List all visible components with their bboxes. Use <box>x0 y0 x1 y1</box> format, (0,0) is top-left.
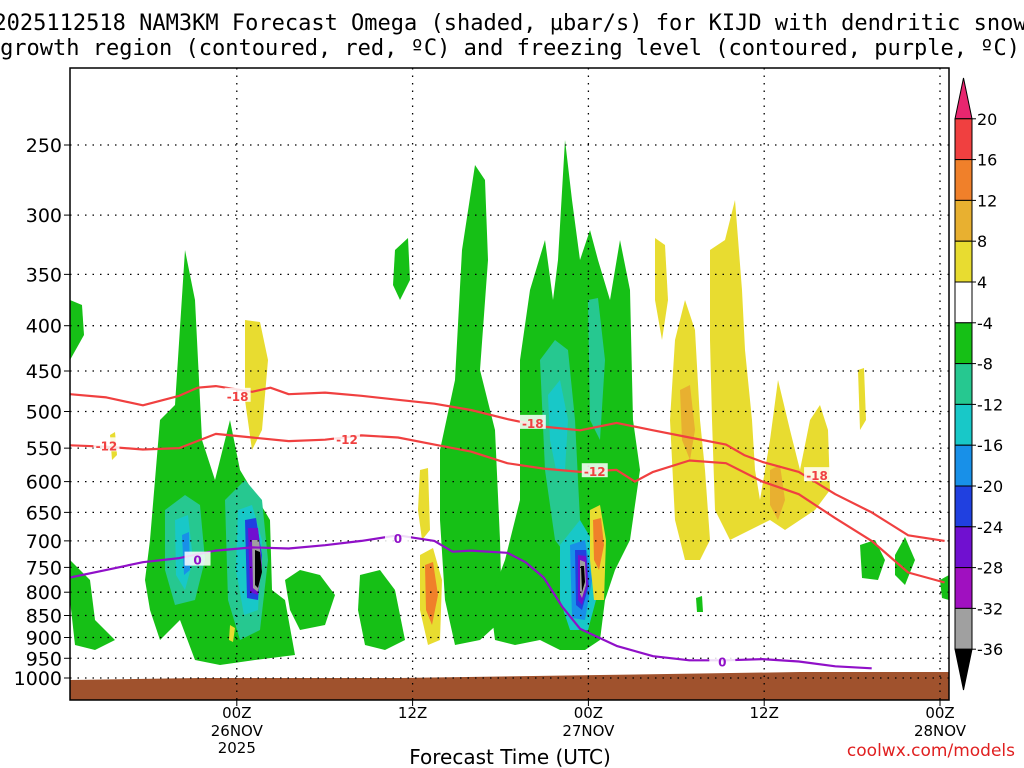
colorbar-segment <box>954 159 973 201</box>
y-tick-label: 250 <box>26 135 62 157</box>
contour-label-bg <box>581 463 608 478</box>
y-tick-label: 600 <box>26 472 62 494</box>
colorbar-label: -36 <box>977 640 1003 659</box>
colorbar-segment <box>954 363 973 405</box>
chart-title-line2: growth region (contoured, red, ºC) and f… <box>0 36 1020 61</box>
x-tick-date: 26NOV <box>211 722 264 740</box>
colorbar-segment <box>954 485 973 528</box>
contour-label: -18 <box>806 469 828 483</box>
credit-text: coolwx.com/models <box>847 741 1015 761</box>
contour-label-bg <box>804 467 831 482</box>
plot-frame <box>69 67 950 701</box>
y-tick-label: 900 <box>26 627 62 649</box>
colorbar-segment <box>954 607 973 650</box>
contour-label-bg <box>184 551 211 566</box>
contour-dgz-minus12 <box>70 432 945 584</box>
colorbar-top-triangle <box>954 77 973 120</box>
contour-label: 0 <box>193 554 201 568</box>
colorbar-label: -28 <box>977 559 1003 578</box>
colorbar-label: 16 <box>977 151 997 170</box>
contour-label-bg <box>384 530 411 545</box>
colorbar-segment <box>954 322 973 365</box>
x-tick-date: 27NOV <box>562 722 615 740</box>
y-tick-label: 800 <box>26 582 62 604</box>
contour-label: -12 <box>584 465 606 479</box>
colorbar: 20 16 12 8 4 -4 -8 -12 -16 -20 -24 -28 -32 -36 <box>954 77 1003 691</box>
y-tick-label: 500 <box>26 402 62 424</box>
x-tick-label: 00Z <box>574 704 603 722</box>
x-tick-label: 12Z <box>398 704 427 722</box>
colorbar-label: 20 <box>977 110 997 129</box>
colorbar-segment <box>954 240 973 283</box>
colorbar-segment <box>954 281 973 324</box>
contour-label: -12 <box>96 439 118 453</box>
x-tick-label: 12Z <box>750 704 779 722</box>
contour-label: -18 <box>522 417 544 431</box>
x-tick-year: 2025 <box>218 739 256 757</box>
contour-lines <box>70 385 945 670</box>
colorbar-label: 12 <box>977 191 997 210</box>
x-tick-label: 00Z <box>925 704 954 722</box>
x-tick-label: 00Z <box>222 704 251 722</box>
y-tick-label: 950 <box>26 648 62 670</box>
y-axis-ticks: 2503003504004505005506006507007508008509… <box>14 135 70 690</box>
y-tick-label: 750 <box>26 557 62 579</box>
x-tick-date: 28NOV <box>914 722 967 740</box>
contour-dgz-minus18 <box>70 385 945 542</box>
contour-label-bg <box>93 437 120 452</box>
colorbar-label: 4 <box>977 273 987 292</box>
contour-freezing-level <box>70 534 872 670</box>
x-axis-label: Forecast Time (UTC) <box>409 745 611 768</box>
contour-label-bg <box>519 414 546 429</box>
grid-lines <box>70 68 949 700</box>
y-tick-label: 450 <box>26 361 62 383</box>
contour-label-bg <box>224 387 251 402</box>
chart-title-line1: 2025112518 NAM3KM Forecast Omega (shaded… <box>0 11 1024 36</box>
colorbar-bottom-triangle <box>954 648 973 691</box>
colorbar-label: -24 <box>977 518 1003 537</box>
omega-shading <box>70 68 949 700</box>
colorbar-label: -4 <box>977 314 993 333</box>
y-tick-label: 700 <box>26 531 62 553</box>
contour-label: 0 <box>394 532 402 546</box>
contour-label-bg <box>709 653 736 668</box>
colorbar-label: -20 <box>977 477 1003 496</box>
contour-labels: -18 -18 -18 -12 -12 -12 0 0 0 <box>93 387 831 670</box>
colorbar-label: -16 <box>977 436 1003 455</box>
colorbar-segment <box>954 526 973 569</box>
colorbar-segment <box>954 199 973 242</box>
colorbar-label: 8 <box>977 232 987 251</box>
y-tick-label: 650 <box>26 502 62 524</box>
contour-label: -12 <box>336 433 358 447</box>
contour-label: -18 <box>227 390 249 404</box>
colorbar-segment <box>954 567 973 609</box>
y-tick-label: 550 <box>26 438 62 460</box>
contour-label-bg <box>333 430 360 445</box>
y-tick-label: 400 <box>26 316 62 338</box>
y-tick-label: 1000 <box>14 668 62 690</box>
colorbar-label: -8 <box>977 355 993 374</box>
colorbar-label: -12 <box>977 395 1003 414</box>
colorbar-segment <box>954 403 973 446</box>
contour-label: 0 <box>718 656 726 670</box>
y-tick-label: 850 <box>26 606 62 628</box>
y-tick-label: 350 <box>26 264 62 286</box>
colorbar-segment <box>954 118 973 161</box>
colorbar-label: -32 <box>977 599 1003 618</box>
colorbar-segment <box>954 444 973 487</box>
y-tick-label: 300 <box>26 205 62 227</box>
